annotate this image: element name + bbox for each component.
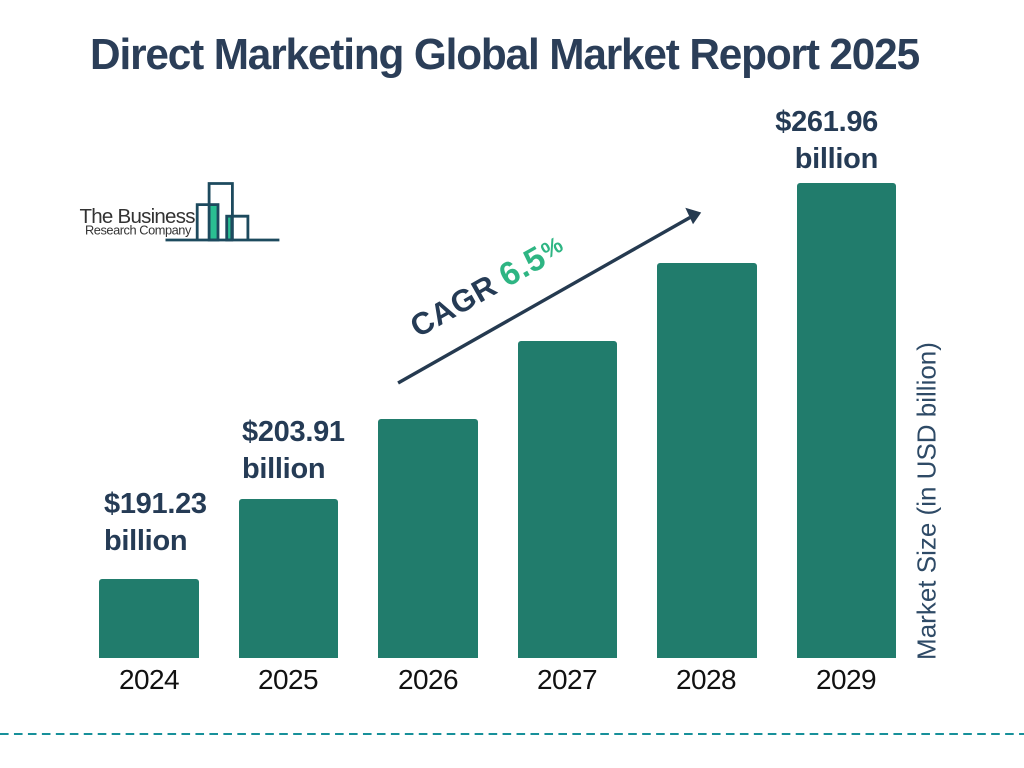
svg-text:Research Company: Research Company xyxy=(85,223,192,238)
svg-text:The Business: The Business xyxy=(80,205,196,228)
